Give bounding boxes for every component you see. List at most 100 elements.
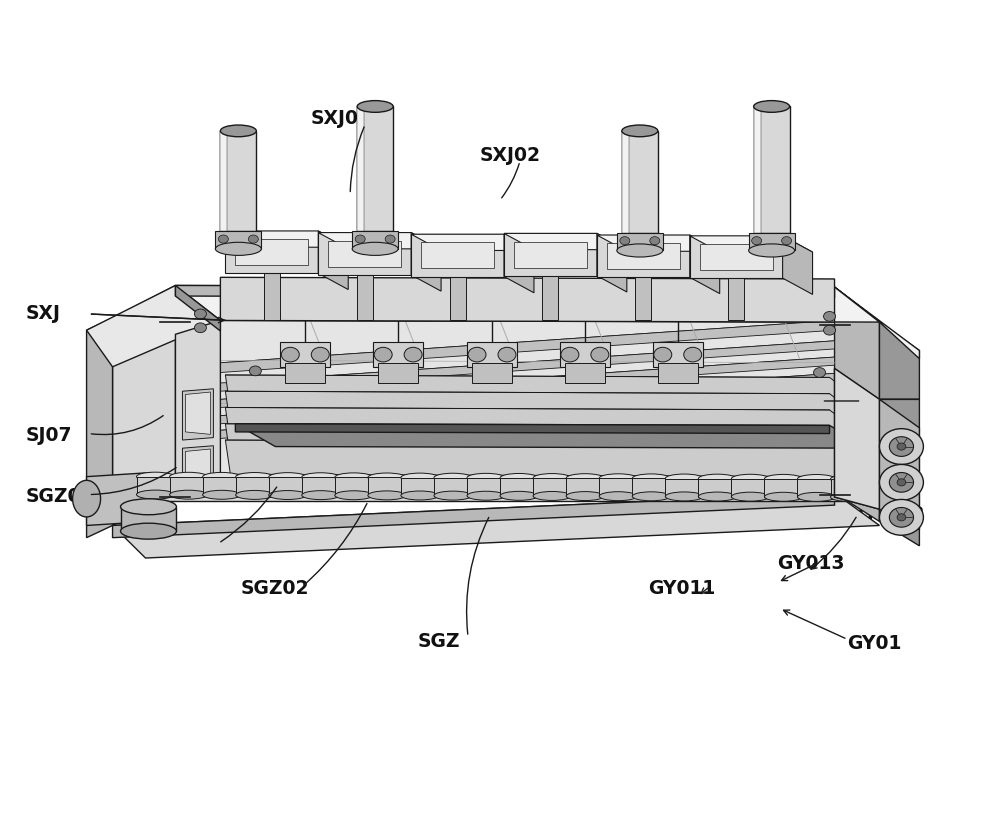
Ellipse shape	[698, 492, 736, 501]
Ellipse shape	[236, 473, 274, 482]
Ellipse shape	[500, 474, 538, 482]
Ellipse shape	[731, 492, 769, 501]
Ellipse shape	[220, 125, 256, 137]
Polygon shape	[220, 388, 835, 438]
Text: GY013: GY013	[778, 554, 845, 573]
Polygon shape	[285, 363, 325, 383]
Polygon shape	[472, 363, 512, 383]
Polygon shape	[225, 408, 874, 444]
Ellipse shape	[368, 473, 406, 482]
Polygon shape	[113, 493, 879, 558]
Text: SXJ02: SXJ02	[480, 146, 541, 165]
Polygon shape	[607, 243, 680, 269]
Polygon shape	[220, 357, 835, 399]
Polygon shape	[764, 479, 802, 497]
Polygon shape	[690, 235, 720, 293]
Ellipse shape	[170, 490, 208, 499]
Ellipse shape	[121, 499, 176, 515]
Polygon shape	[318, 232, 441, 249]
Text: SXJ01: SXJ01	[310, 109, 371, 128]
Polygon shape	[565, 363, 605, 383]
Ellipse shape	[401, 474, 439, 482]
Polygon shape	[504, 233, 597, 275]
Circle shape	[194, 323, 206, 333]
Ellipse shape	[797, 474, 835, 483]
Ellipse shape	[269, 491, 307, 500]
Ellipse shape	[764, 492, 802, 501]
Polygon shape	[318, 232, 411, 275]
Ellipse shape	[566, 491, 604, 500]
Ellipse shape	[533, 491, 571, 500]
Circle shape	[650, 236, 660, 244]
Circle shape	[249, 366, 261, 376]
Ellipse shape	[335, 473, 373, 482]
Polygon shape	[658, 363, 698, 383]
Polygon shape	[357, 107, 364, 231]
Polygon shape	[182, 446, 213, 493]
Circle shape	[218, 235, 228, 243]
Circle shape	[311, 347, 329, 362]
Circle shape	[814, 368, 826, 377]
Circle shape	[561, 347, 579, 362]
Polygon shape	[175, 285, 220, 331]
Polygon shape	[220, 357, 835, 408]
Polygon shape	[421, 242, 494, 268]
Ellipse shape	[302, 473, 340, 482]
Polygon shape	[728, 278, 744, 320]
Polygon shape	[632, 478, 670, 496]
Circle shape	[620, 236, 630, 244]
Polygon shape	[137, 477, 174, 495]
Polygon shape	[113, 285, 175, 526]
Circle shape	[248, 235, 258, 243]
Polygon shape	[175, 285, 835, 297]
Polygon shape	[220, 131, 227, 231]
Polygon shape	[560, 342, 610, 367]
Ellipse shape	[632, 474, 670, 482]
Circle shape	[879, 465, 923, 500]
Polygon shape	[622, 131, 629, 232]
Ellipse shape	[617, 244, 663, 257]
Polygon shape	[378, 363, 418, 383]
Polygon shape	[235, 424, 869, 448]
Polygon shape	[514, 241, 587, 267]
Ellipse shape	[170, 473, 208, 481]
Polygon shape	[236, 477, 274, 495]
Text: SXJ: SXJ	[26, 305, 61, 324]
Text: SGZ03: SGZ03	[26, 487, 94, 506]
Polygon shape	[597, 235, 720, 251]
Polygon shape	[597, 235, 690, 277]
Polygon shape	[220, 277, 835, 322]
Polygon shape	[411, 234, 504, 276]
Circle shape	[879, 500, 923, 535]
Ellipse shape	[73, 480, 101, 517]
Circle shape	[889, 508, 914, 527]
Ellipse shape	[236, 491, 274, 500]
Polygon shape	[357, 107, 393, 231]
Ellipse shape	[121, 523, 176, 540]
Polygon shape	[182, 389, 213, 440]
Polygon shape	[225, 391, 874, 428]
Circle shape	[194, 309, 206, 319]
Ellipse shape	[203, 491, 241, 500]
Ellipse shape	[137, 490, 174, 499]
Polygon shape	[328, 240, 401, 267]
Polygon shape	[352, 231, 398, 249]
Ellipse shape	[831, 492, 868, 501]
Polygon shape	[87, 318, 113, 538]
Circle shape	[404, 347, 422, 362]
Polygon shape	[87, 473, 150, 526]
Ellipse shape	[335, 491, 373, 500]
Ellipse shape	[632, 491, 670, 500]
Polygon shape	[203, 477, 241, 495]
Ellipse shape	[500, 491, 538, 500]
Ellipse shape	[352, 242, 398, 255]
Ellipse shape	[357, 100, 393, 112]
Ellipse shape	[754, 100, 790, 112]
Circle shape	[281, 347, 299, 362]
Polygon shape	[302, 478, 340, 496]
Ellipse shape	[831, 474, 868, 483]
Polygon shape	[113, 493, 835, 538]
Polygon shape	[879, 399, 919, 530]
Polygon shape	[220, 131, 256, 231]
Polygon shape	[215, 231, 261, 249]
